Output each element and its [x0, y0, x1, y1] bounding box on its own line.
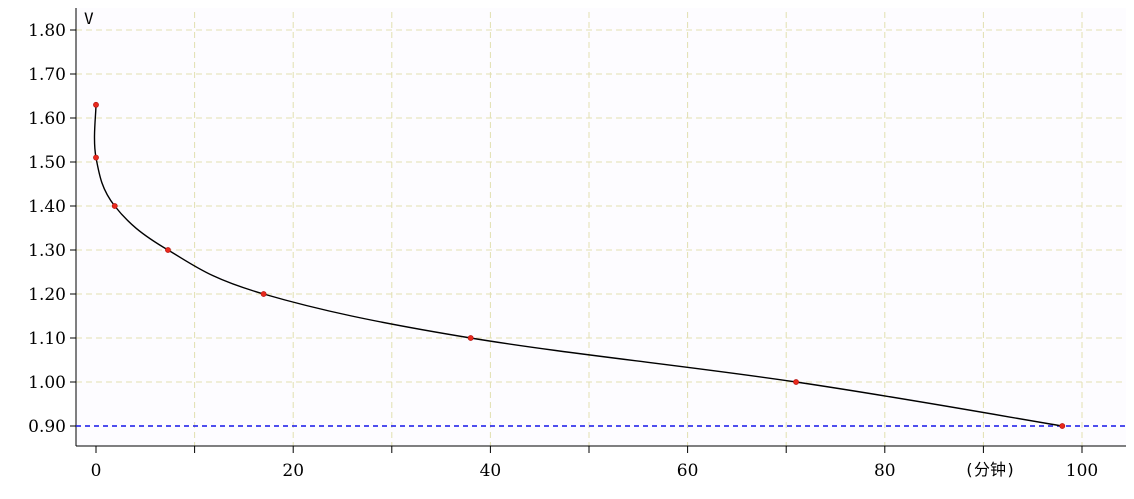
y-tick-label: 1.20	[28, 285, 66, 305]
y-tick-label: 1.50	[28, 153, 66, 173]
series-layer	[93, 101, 1066, 429]
plot-background	[76, 8, 1126, 446]
data-point-marker	[793, 379, 799, 385]
data-point-marker	[260, 291, 267, 297]
y-axis-title: V	[84, 9, 94, 28]
x-tick-label: 100	[1066, 461, 1098, 481]
y-tick-label: 1.30	[28, 241, 66, 261]
y-tick-label: 1.10	[28, 329, 66, 349]
y-tick-label: 1.70	[28, 65, 66, 85]
y-tick-label: 1.00	[28, 373, 66, 393]
data-point-marker	[93, 154, 99, 161]
axes	[70, 8, 1126, 453]
grid	[76, 12, 1126, 446]
y-tick-label: 1.80	[28, 21, 66, 41]
data-point-marker	[467, 335, 474, 341]
data-point-marker	[93, 101, 99, 108]
data-point-marker	[165, 247, 171, 253]
x-tick-label: 80	[874, 461, 896, 481]
tick-labels: 0.90 1.00 1.10 1.20 1.30 1.40 1.50 1.60 1.70 1.80…	[28, 21, 1098, 481]
discharge-curve-line	[93, 104, 1063, 427]
data-point-marker	[1059, 423, 1066, 429]
x-tick-label: 20	[282, 461, 304, 481]
x-tick-label: 60	[677, 461, 699, 481]
y-tick-label: 0.90	[28, 417, 66, 437]
x-tick-label: 40	[480, 461, 502, 481]
y-tick-label: 1.40	[28, 197, 66, 217]
x-tick-label: 0	[91, 461, 102, 481]
data-point-marker	[111, 203, 118, 209]
x-axis-title: (分钟)	[964, 460, 1015, 479]
y-tick-label: 1.60	[28, 109, 66, 129]
